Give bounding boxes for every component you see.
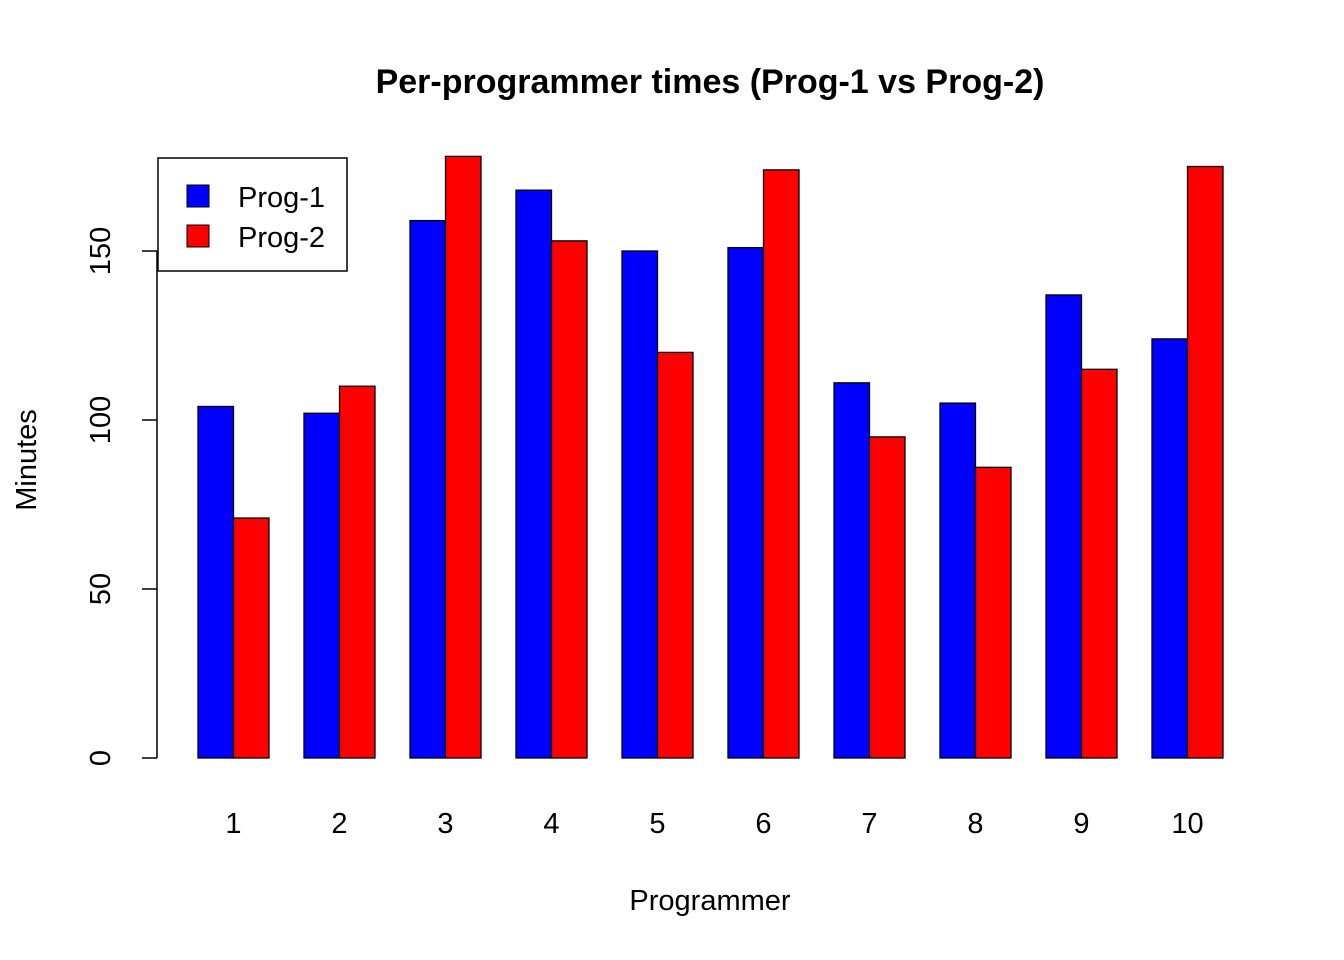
x-tick-label: 1 — [225, 808, 241, 840]
legend-label-prog-1: Prog-1 — [238, 182, 325, 214]
bar-prog-2-programmer-9 — [1080, 368, 1118, 759]
bar-prog-1-programmer-4 — [515, 189, 553, 759]
bar-prog-1-programmer-7 — [833, 382, 871, 759]
bar-prog-2-programmer-8 — [974, 466, 1012, 759]
bar-prog-1-programmer-8 — [939, 402, 977, 759]
chart-title: Per-programmer times (Prog-1 vs Prog-2) — [376, 63, 1045, 101]
legend-box — [157, 157, 348, 272]
x-axis-label: Programmer — [629, 885, 790, 917]
bar-prog-2-programmer-6 — [762, 169, 800, 759]
bar-prog-2-programmer-4 — [550, 240, 588, 759]
x-tick-label: 5 — [649, 808, 665, 840]
y-tick-label: 100 — [85, 396, 117, 444]
bar-prog-2-programmer-2 — [338, 385, 376, 759]
x-tick-label: 7 — [861, 808, 877, 840]
bar-prog-1-programmer-2 — [303, 412, 341, 759]
bar-prog-1-programmer-5 — [621, 250, 659, 759]
bars — [197, 155, 1224, 759]
x-tick-label: 2 — [331, 808, 347, 840]
bar-prog-2-programmer-7 — [868, 436, 906, 759]
x-tick-label: 10 — [1171, 808, 1203, 840]
x-tick-label: 4 — [543, 808, 559, 840]
bar-prog-1-programmer-3 — [409, 219, 447, 759]
x-tick-label: 9 — [1073, 808, 1089, 840]
y-tick-label: 0 — [85, 750, 117, 766]
x-tick-label: 6 — [755, 808, 771, 840]
bar-prog-1-programmer-6 — [727, 246, 765, 759]
bar-prog-1-programmer-10 — [1151, 338, 1189, 759]
legend-swatch-prog-1 — [186, 184, 210, 208]
bar-prog-2-programmer-10 — [1186, 165, 1224, 759]
x-tick-label: 3 — [437, 808, 453, 840]
bar-prog-2-programmer-5 — [656, 351, 694, 759]
x-axis-ticks: 1 2 3 4 5 6 7 8 9 10 — [225, 808, 1203, 840]
y-tick-label: 50 — [85, 573, 117, 605]
y-tick-label: 150 — [85, 227, 117, 275]
x-tick-label: 8 — [967, 808, 983, 840]
bar-prog-2-programmer-1 — [232, 517, 270, 759]
legend: Prog-1 Prog-2 — [157, 157, 348, 272]
legend-swatch-prog-2 — [186, 224, 210, 248]
bar-prog-2-programmer-3 — [444, 155, 482, 759]
bar-prog-1-programmer-1 — [197, 405, 235, 759]
legend-label-prog-2: Prog-2 — [238, 222, 325, 254]
y-axis-label: Minutes — [11, 409, 43, 511]
bar-prog-1-programmer-9 — [1045, 294, 1083, 759]
y-axis: 0 50 100 150 — [85, 227, 158, 766]
